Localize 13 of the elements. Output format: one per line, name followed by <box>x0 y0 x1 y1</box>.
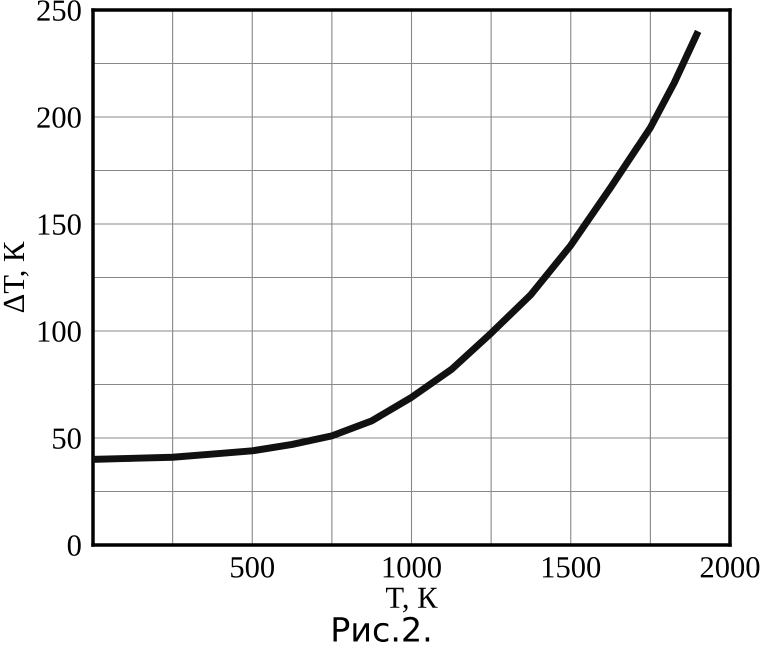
y-tick-label: 100 <box>38 321 81 342</box>
x-axis-title: T, К <box>386 588 438 612</box>
y-axis-title: ΔT, К <box>4 242 29 312</box>
x-tick-label: 1000 <box>384 556 441 578</box>
y-tick-label: 200 <box>37 107 81 128</box>
x-tick-label: 500 <box>231 556 274 578</box>
text: Рис.2. <box>334 616 430 642</box>
x-tick-label: 1500 <box>542 556 600 578</box>
y-tick-label: 250 <box>37 0 81 21</box>
y-tick-label: 0 <box>68 535 81 556</box>
x-tick-label: 2000 <box>700 556 760 578</box>
y-tick-label: 150 <box>38 214 81 235</box>
y-tick-label: 50 <box>53 428 81 449</box>
